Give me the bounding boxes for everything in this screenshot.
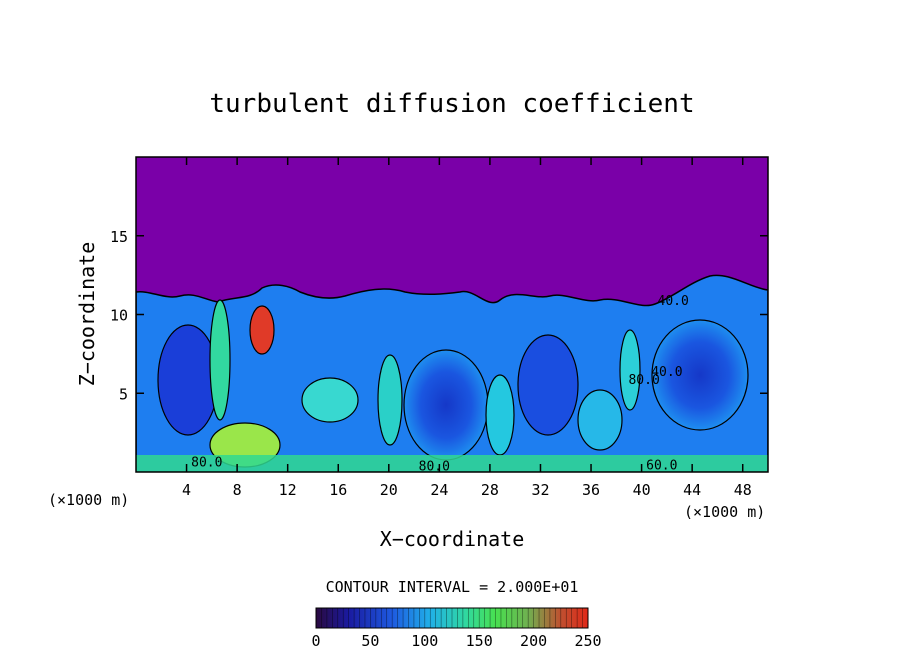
x-tick-label: 20 [380, 481, 398, 499]
x-tick-label: 12 [279, 481, 297, 499]
y-axis-ticks: 5 10 15 [110, 228, 768, 403]
x-tick-label: 44 [683, 481, 701, 499]
colorbar-stripes [321, 608, 583, 628]
x-tick-label: 8 [233, 481, 242, 499]
colorbar-tick-label: 0 [311, 632, 320, 650]
y-tick-label: 10 [110, 307, 128, 325]
x-tick-label: 48 [734, 481, 752, 499]
colorbar: 0 50 100 150 200 250 [311, 607, 602, 650]
colorbar-tick-labels: 0 50 100 150 200 250 [311, 632, 601, 650]
colorbar-tick-label: 150 [466, 632, 493, 650]
x-tick-label: 4 [182, 481, 191, 499]
contour-label: 80.0 [628, 373, 659, 388]
x-axis-ticks: 4 8 12 16 20 24 28 32 36 40 44 48 [182, 157, 752, 499]
x-unit-right: (×1000 m) [684, 503, 765, 521]
contour-label: 80.0 [191, 455, 222, 470]
colorbar-tick-label: 100 [411, 632, 438, 650]
plot-area [136, 157, 768, 472]
contour-labels: 80.0 80.0 60.080.040.040.0 [191, 294, 689, 474]
y-axis-label: Z−coordinate [75, 242, 99, 387]
y-tick-label: 5 [119, 385, 128, 403]
contour-label: 80.0 [419, 459, 450, 474]
chart-title: turbulent diffusion coefficient [209, 89, 694, 119]
x-tick-label: 40 [633, 481, 651, 499]
contour-label: 40.0 [651, 365, 682, 380]
x-axis-label: X−coordinate [380, 527, 525, 551]
contour-interval-text: CONTOUR INTERVAL = 2.000E+01 [326, 578, 579, 596]
x-tick-label: 28 [481, 481, 499, 499]
x-tick-label: 16 [329, 481, 347, 499]
field-features [157, 299, 749, 468]
contour-label: 40.0 [658, 294, 689, 309]
colorbar-tick-label: 250 [574, 632, 601, 650]
x-tick-label: 36 [582, 481, 600, 499]
colorbar-tick-label: 50 [361, 632, 379, 650]
x-unit-left: (×1000 m) [48, 491, 129, 509]
colorbar-tick-label: 200 [520, 632, 547, 650]
y-tick-label: 15 [110, 228, 128, 246]
x-tick-label: 32 [531, 481, 549, 499]
contour-label: 60.0 [646, 459, 677, 474]
surface-layer [136, 455, 768, 472]
x-tick-label: 24 [430, 481, 448, 499]
